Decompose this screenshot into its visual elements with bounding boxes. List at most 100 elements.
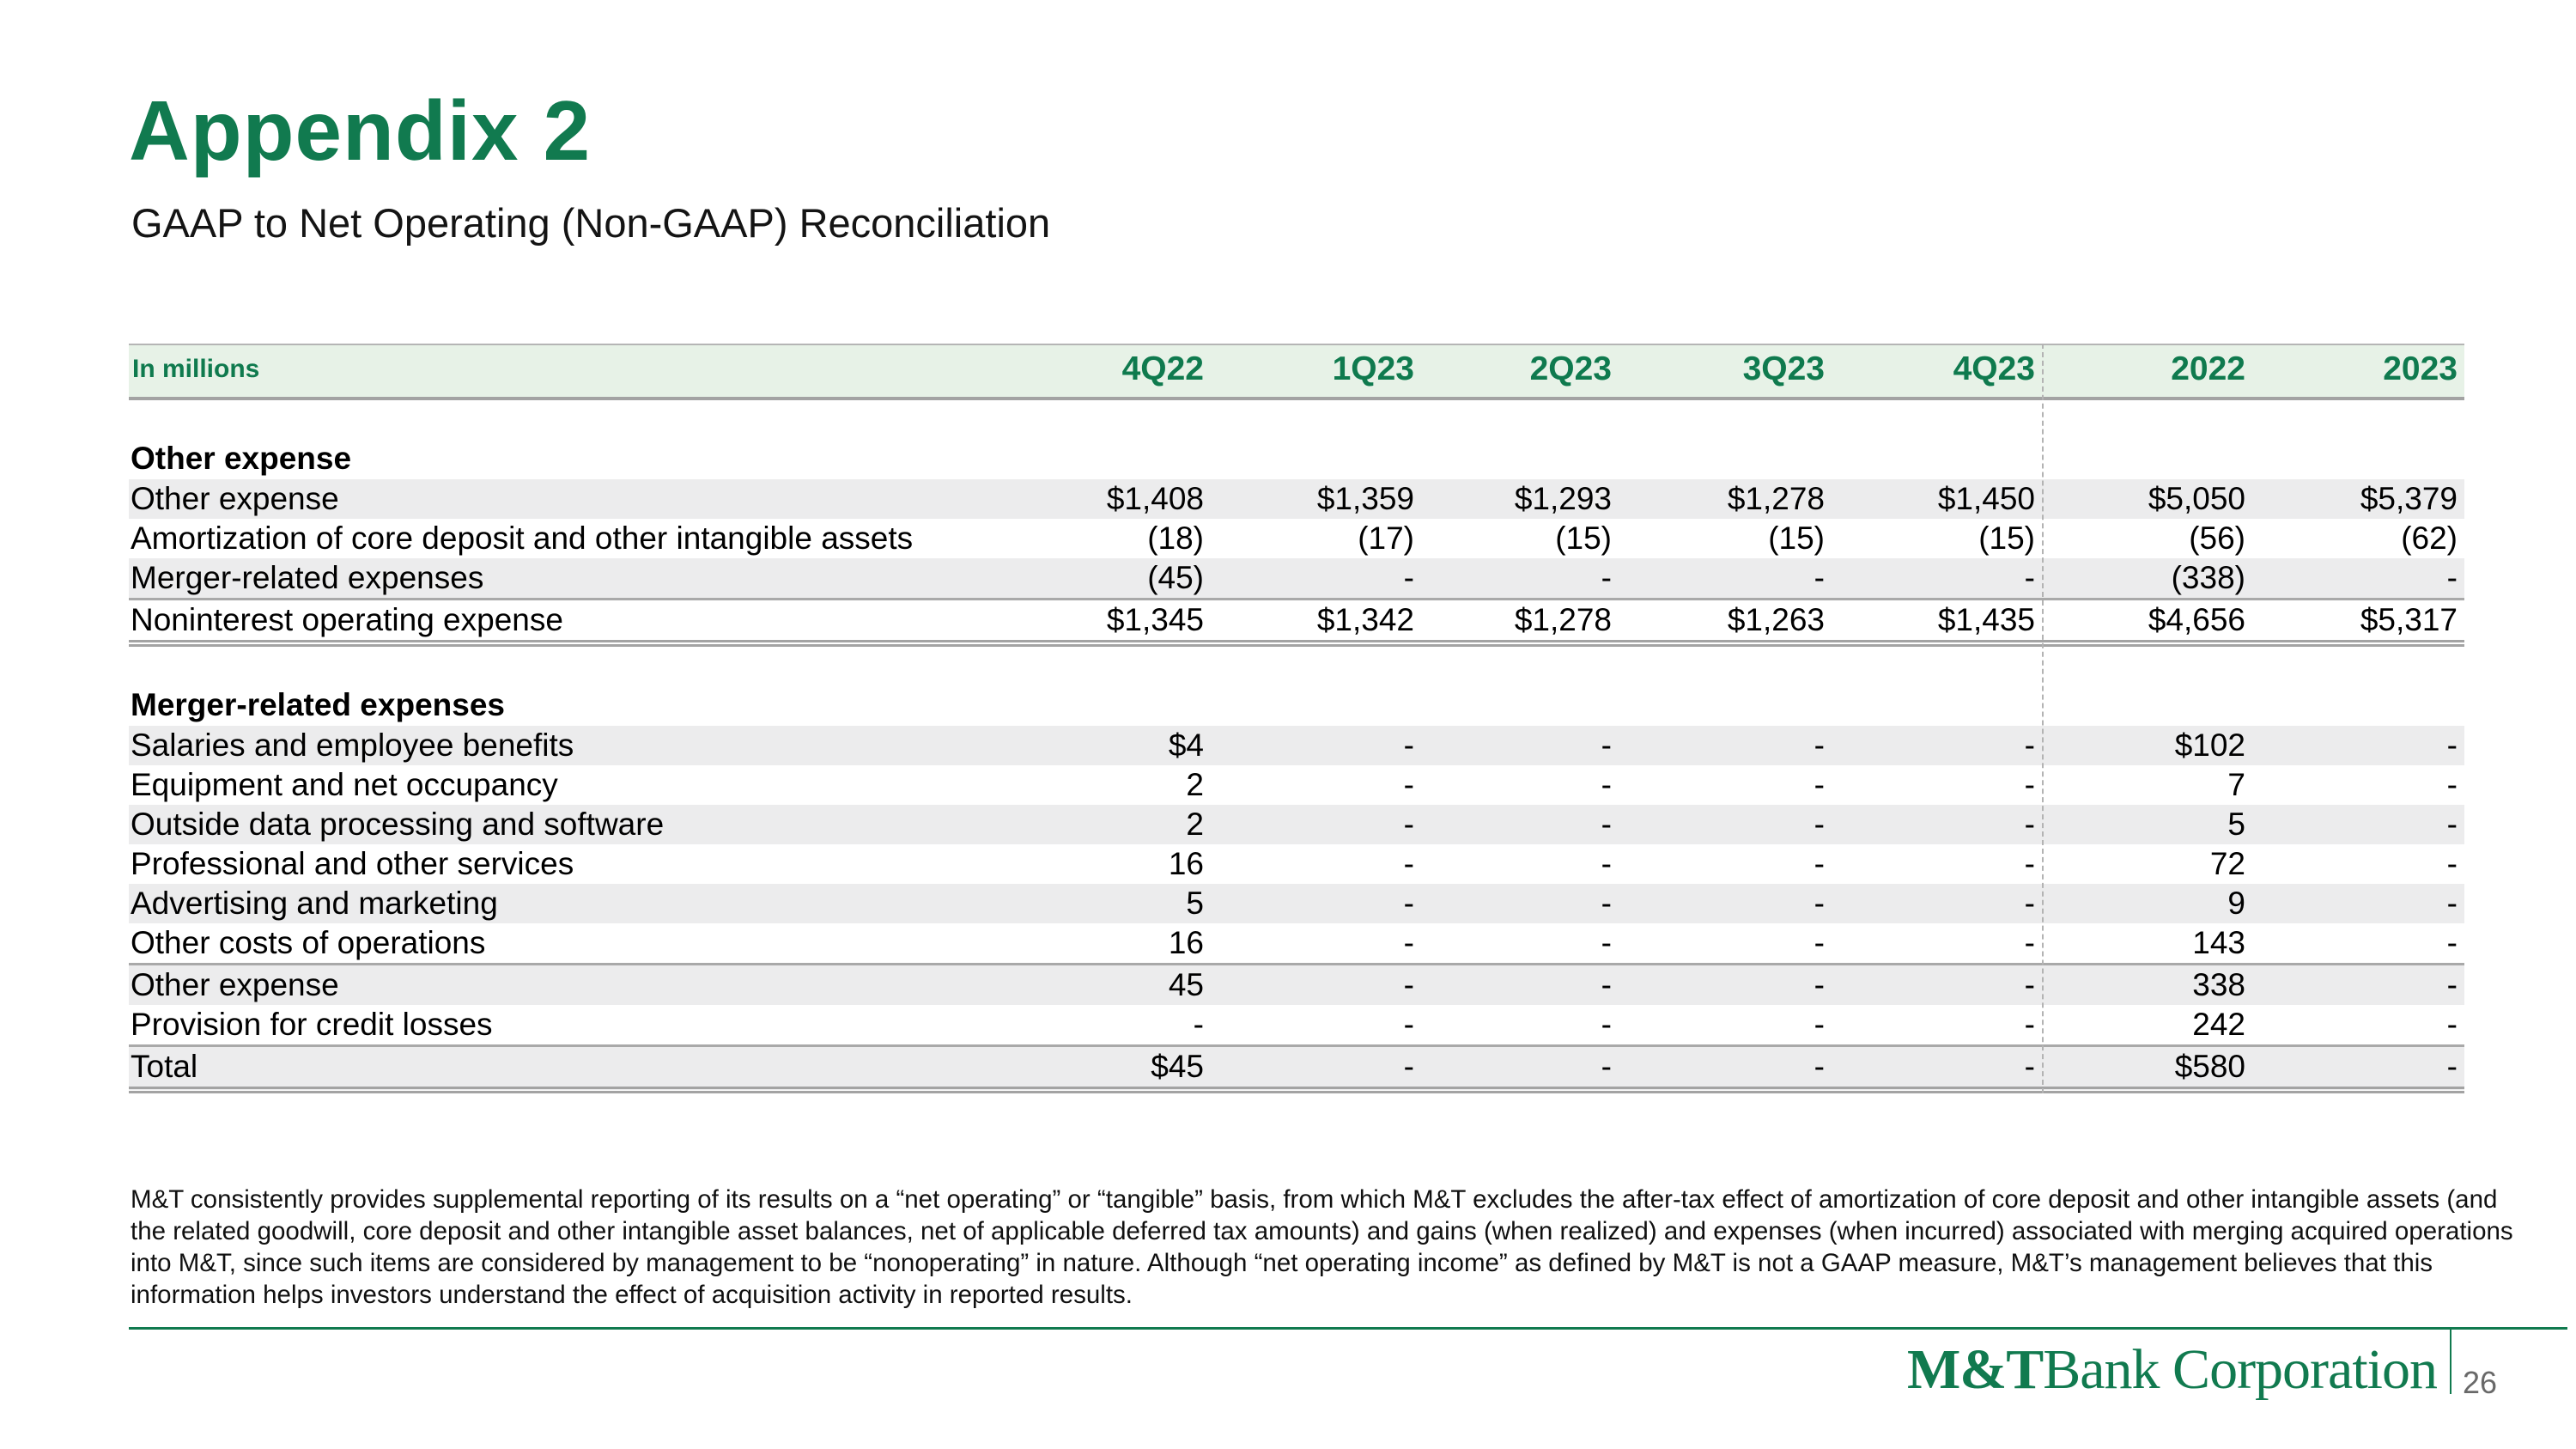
value-cell-2023: - bbox=[2252, 726, 2464, 765]
value-cell-1Q23: $1,342 bbox=[1211, 599, 1421, 647]
value-cell-4Q23: - bbox=[1832, 923, 2042, 965]
value-cell-2022: 242 bbox=[2042, 1005, 2252, 1047]
value-cell-4Q23: - bbox=[1832, 884, 2042, 923]
value-cell-1Q23: (17) bbox=[1358, 521, 1414, 556]
value-cell-2Q23: - bbox=[1421, 964, 1619, 1005]
value-cell-2022: $4,656 bbox=[2042, 599, 2252, 647]
value-cell-2023: - bbox=[2252, 1005, 2464, 1047]
value-cell-3Q23: $1,278 bbox=[1619, 479, 1832, 519]
value-cell-1Q23: - bbox=[1211, 726, 1421, 765]
spacer-row bbox=[129, 399, 2464, 438]
value-cell-2Q23: - bbox=[1601, 846, 1612, 881]
value-cell-4Q22: 45 bbox=[945, 964, 1211, 1005]
value-cell-4Q22: $1,408 bbox=[945, 479, 1211, 519]
value-cell-2023: - bbox=[2446, 767, 2458, 802]
value-cell-2023: - bbox=[2446, 846, 2458, 881]
column-header-2023: 2023 bbox=[2252, 344, 2464, 400]
value-cell-2023: (62) bbox=[2401, 521, 2458, 556]
value-cell-1Q23: - bbox=[1211, 1045, 1421, 1093]
row-label: Professional and other services bbox=[131, 846, 574, 881]
value-cell-3Q23: - bbox=[1619, 923, 1832, 965]
column-header-4q22: 4Q22 bbox=[945, 344, 1211, 400]
value-cell-2022: $5,050 bbox=[2042, 479, 2252, 519]
value-cell-2022: 9 bbox=[2042, 884, 2252, 923]
row-label: Amortization of core deposit and other i… bbox=[131, 521, 914, 556]
value-cell-3Q23: (15) bbox=[1768, 521, 1825, 556]
value-cell-4Q23: - bbox=[1832, 964, 2042, 1005]
logo-bank-corporation-text: Bank Corporation bbox=[2043, 1338, 2438, 1401]
column-header-3q23: 3Q23 bbox=[1619, 344, 1832, 400]
table-row: Advertising and marketing 5- - - -9- bbox=[129, 884, 2464, 923]
value-cell-2022: (338) bbox=[2042, 558, 2252, 600]
value-cell-2Q23: (15) bbox=[1555, 521, 1612, 556]
section-title: Merger-related expenses bbox=[131, 687, 505, 722]
value-cell-4Q22: (18) bbox=[1147, 521, 1204, 556]
table-row: Salaries and employee benefits $4- - - - $102… bbox=[129, 726, 2464, 765]
table-row: Other costs of operations 16- - - -143- bbox=[129, 923, 2464, 965]
mt-bank-logo: M&TBank Corporation bbox=[1906, 1338, 2438, 1402]
value-cell-2022: $102 bbox=[2042, 726, 2252, 765]
value-cell-1Q23: - bbox=[1211, 1005, 1421, 1047]
section-header-row: Merger-related expenses bbox=[129, 685, 2464, 726]
value-cell-2022: (56) bbox=[2189, 521, 2245, 556]
table-body: Other expense Other expense $1,408 $1,359 $1… bbox=[129, 399, 2464, 1093]
value-cell-4Q23: - bbox=[1832, 1045, 2042, 1093]
value-cell-4Q22: (45) bbox=[945, 558, 1211, 600]
value-cell-2023: - bbox=[2252, 923, 2464, 965]
reconciliation-table: In millions 4Q22 1Q23 2Q23 3Q23 4Q23 202… bbox=[129, 344, 2464, 1093]
table-row: Total $45- - - - $580- bbox=[129, 1045, 2464, 1093]
row-label: Other expense bbox=[129, 964, 945, 1005]
value-cell-4Q22: 5 bbox=[945, 884, 1211, 923]
table-row: Amortization of core deposit and other i… bbox=[129, 519, 2464, 558]
value-cell-4Q23: - bbox=[1832, 1005, 2042, 1047]
footer: M&TBank Corporation 26 bbox=[0, 1327, 2576, 1449]
quarter-year-separator-line bbox=[2042, 344, 2044, 1093]
value-cell-1Q23: - bbox=[1211, 964, 1421, 1005]
table-row: Provision for credit losses - - - - -242- bbox=[129, 1005, 2464, 1047]
value-cell-2Q23: $1,278 bbox=[1421, 599, 1619, 647]
value-cell-4Q23: - bbox=[1832, 805, 2042, 844]
value-cell-2Q23: $1,293 bbox=[1421, 479, 1619, 519]
row-label: Other costs of operations bbox=[129, 923, 945, 965]
gaap-reconciliation-table: In millions 4Q22 1Q23 2Q23 3Q23 4Q23 202… bbox=[129, 344, 2464, 1093]
value-cell-2Q23: - bbox=[1601, 767, 1612, 802]
value-cell-2022: 143 bbox=[2042, 923, 2252, 965]
value-cell-4Q23: $1,450 bbox=[1832, 479, 2042, 519]
value-cell-3Q23: - bbox=[1619, 805, 1832, 844]
value-cell-2023: - bbox=[2252, 558, 2464, 600]
footer-rule bbox=[129, 1327, 2567, 1330]
value-cell-1Q23: - bbox=[1211, 558, 1421, 600]
value-cell-1Q23: - bbox=[1403, 846, 1414, 881]
value-cell-3Q23: - bbox=[1619, 884, 1832, 923]
value-cell-4Q23: - bbox=[1832, 558, 2042, 600]
value-cell-1Q23: - bbox=[1211, 884, 1421, 923]
value-cell-2023: - bbox=[2252, 964, 2464, 1005]
table-row: Noninterest operating expense $1,345 $1,34… bbox=[129, 599, 2464, 647]
value-cell-1Q23: - bbox=[1211, 805, 1421, 844]
value-cell-2022: 7 bbox=[2227, 767, 2245, 802]
row-label: Salaries and employee benefits bbox=[129, 726, 945, 765]
value-cell-3Q23: - bbox=[1619, 726, 1832, 765]
value-cell-4Q22: - bbox=[945, 1005, 1211, 1047]
value-cell-4Q22: $4 bbox=[945, 726, 1211, 765]
value-cell-4Q22: $45 bbox=[945, 1045, 1211, 1093]
value-cell-2Q23: - bbox=[1421, 558, 1619, 600]
value-cell-3Q23: - bbox=[1619, 964, 1832, 1005]
page-title: Appendix 2 bbox=[129, 83, 592, 178]
value-cell-4Q23: - bbox=[2024, 767, 2035, 802]
table-row: Other expense 45- - - -338- bbox=[129, 964, 2464, 1005]
unit-label: In millions bbox=[129, 344, 945, 400]
column-header-4q23: 4Q23 bbox=[1832, 344, 2042, 400]
value-cell-3Q23: - bbox=[1619, 1045, 1832, 1093]
value-cell-2022: 338 bbox=[2042, 964, 2252, 1005]
row-label: Advertising and marketing bbox=[129, 884, 945, 923]
row-label: Merger-related expenses bbox=[129, 558, 945, 600]
logo-mt-text: M&T bbox=[1906, 1338, 2044, 1401]
value-cell-2023: - bbox=[2252, 1045, 2464, 1093]
value-cell-2Q23: - bbox=[1421, 1045, 1619, 1093]
value-cell-4Q23: $1,435 bbox=[1832, 599, 2042, 647]
value-cell-4Q23: - bbox=[1832, 726, 2042, 765]
value-cell-4Q22: $1,345 bbox=[945, 599, 1211, 647]
column-header-2022: 2022 bbox=[2042, 344, 2252, 400]
value-cell-3Q23: $1,263 bbox=[1619, 599, 1832, 647]
